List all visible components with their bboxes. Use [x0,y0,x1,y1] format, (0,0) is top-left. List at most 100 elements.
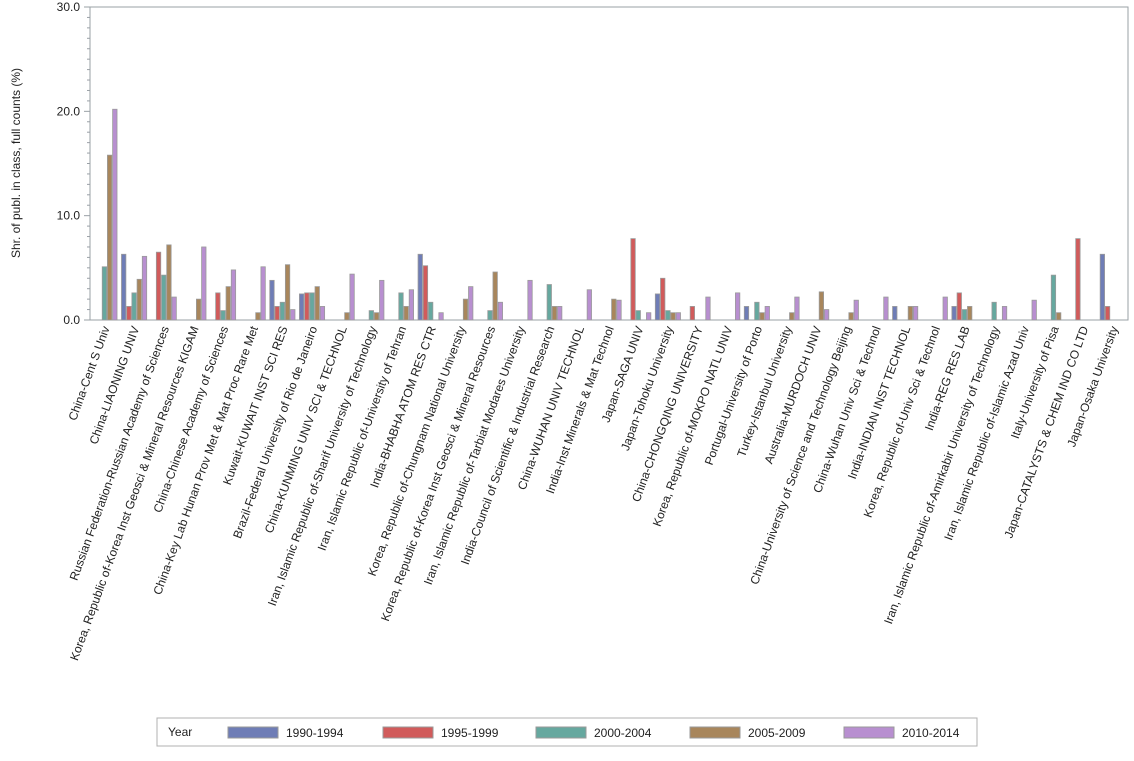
bar-2005-2009-2 [166,244,172,321]
bar-1995-1999-6 [274,306,280,321]
bar-2010-2014-18 [646,312,652,321]
bar-2005-2009-4 [225,286,231,321]
bar-2010-2014-9 [379,279,385,321]
bar-2000-2004-2 [161,274,167,321]
bar-2005-2009-22 [759,312,765,321]
bar-1995-1999-20 [689,306,695,321]
bar-2005-2009-0 [107,154,113,321]
bar-1995-1999-4 [215,292,221,321]
y-tick-label: 20.0 [57,104,81,118]
bar-2005-2009-24 [818,291,825,321]
bar-2010-2014-12 [468,286,474,321]
bar-1990-1994-22 [743,306,750,321]
bar-2000-2004-22 [754,301,760,321]
bar-2005-2009-25 [848,312,854,321]
legend-swatch-1995-1999 [382,726,434,739]
bar-2000-2004-0 [101,266,108,321]
legend-label: 2000-2004 [594,726,652,740]
legend-swatch-2010-2014 [843,726,895,739]
bar-2000-2004-4 [220,310,226,321]
bar-2010-2014-2 [171,296,177,321]
bar-1995-1999-29 [956,292,962,321]
bar-2005-2009-6 [284,264,291,321]
bar-1990-1994-29 [951,306,957,321]
y-tick-label: 30.0 [57,0,81,14]
y-tick-label: 10.0 [57,209,81,223]
bar-2005-2009-7 [314,286,320,321]
bar-2010-2014-5 [260,266,266,321]
bar-1990-1994-34 [1099,253,1105,321]
bar-2000-2004-1 [131,292,137,321]
bar-2010-2014-21 [735,292,741,321]
bar-2005-2009-17 [611,298,617,321]
bar-2005-2009-19 [670,312,676,321]
bar-2010-2014-14 [527,279,533,321]
bar-2000-2004-29 [961,309,968,321]
bar-2005-2009-13 [492,271,498,321]
bar-2000-2004-10 [398,292,404,321]
bar-1995-1999-2 [155,251,162,321]
bar-2010-2014-6 [290,309,296,321]
bar-2005-2009-9 [373,312,380,321]
legend-label: 1990-1994 [286,726,344,740]
y-tick-label: 0.0 [63,313,80,327]
bar-1995-1999-7 [304,292,310,321]
bar-2010-2014-11 [438,312,444,321]
bar-2005-2009-23 [789,312,795,321]
bar-1990-1994-1 [121,253,127,321]
bar-1995-1999-11 [422,265,429,321]
bar-1990-1994-6 [269,279,275,321]
bar-2010-2014-1 [141,255,148,321]
bars [101,108,1111,321]
bar-2010-2014-15 [557,306,563,321]
bar-2005-2009-10 [403,306,409,321]
bar-2010-2014-4 [230,269,237,321]
bar-2010-2014-26 [883,296,889,321]
bar-2005-2009-1 [136,278,142,321]
bar-2010-2014-27 [912,306,919,321]
bar-2005-2009-12 [462,298,469,321]
bar-1990-1994-11 [417,253,423,321]
bar-1995-1999-18 [630,238,636,321]
bar-2000-2004-32 [1050,274,1057,321]
bar-2000-2004-30 [991,301,997,321]
bar-1990-1994-19 [654,293,661,321]
bar-1995-1999-1 [126,306,132,321]
bar-2010-2014-10 [408,289,415,321]
bar-2010-2014-19 [675,312,681,321]
legend-label: 2005-2009 [748,726,806,740]
bar-2010-2014-25 [853,299,859,321]
bar-2010-2014-24 [824,309,830,321]
bar-2005-2009-29 [967,306,973,321]
bar-2010-2014-13 [497,301,503,321]
bar-2005-2009-8 [344,312,350,321]
bar-2000-2004-15 [546,284,552,321]
bar-2005-2009-32 [1056,312,1062,321]
bar-1995-1999-19 [660,277,666,321]
bar-2000-2004-6 [279,301,285,321]
bar-2010-2014-22 [764,306,770,321]
bar-2010-2014-30 [1001,306,1008,321]
bar-2005-2009-27 [907,306,913,321]
legend: Year 1990-1994 1995-1999 2000-2004 2005-200… [156,717,978,747]
legend-label: 2010-2014 [902,726,960,740]
bar-2000-2004-11 [428,301,434,321]
bar-2005-2009-5 [255,312,261,321]
bar-2010-2014-31 [1031,299,1037,321]
bar-2005-2009-3 [195,298,202,321]
legend-swatch-2000-2004 [535,726,587,739]
bar-2000-2004-7 [309,292,315,321]
bar-2010-2014-0 [112,108,118,321]
bar-2010-2014-3 [201,246,207,321]
bar-2000-2004-19 [665,310,671,321]
y-axis: 0.0 10.0 20.0 30.0 [57,0,90,327]
bar-2010-2014-17 [616,299,622,321]
bar-2010-2014-28 [942,296,948,321]
x-tick-label: Turkey-Istanbul University [734,324,794,459]
bar-2010-2014-16 [586,289,592,321]
plot-frame [89,6,1129,321]
bar-2000-2004-18 [635,310,641,321]
legend-label: 1995-1999 [441,726,499,740]
legend-swatch-2005-2009 [689,726,741,739]
